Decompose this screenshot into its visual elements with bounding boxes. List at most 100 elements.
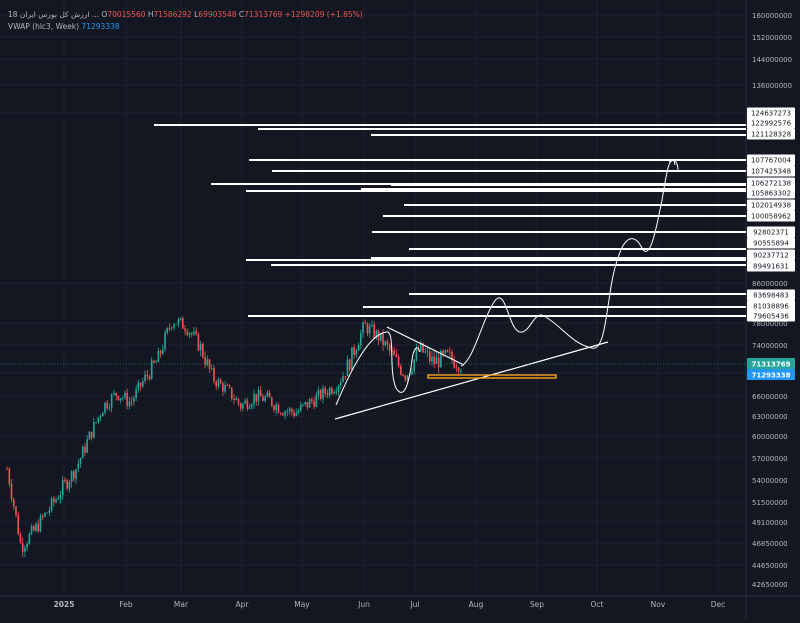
candle-body (101, 412, 104, 417)
candle-body (24, 547, 26, 552)
candle-body (188, 333, 191, 335)
y-tick-label: 63000000 (752, 413, 788, 421)
candle-body (70, 471, 73, 482)
support-box[interactable] (427, 374, 557, 379)
candle (400, 363, 402, 376)
candle (239, 402, 242, 412)
indicator-legend[interactable]: VWAP (hlc3, Week) 71293338 (8, 22, 120, 32)
candle-body (402, 374, 404, 376)
candle (237, 397, 240, 407)
ascending-trendline[interactable] (334, 341, 609, 420)
candle (95, 421, 97, 424)
level-price-label[interactable]: 105863302 (747, 187, 795, 199)
candle (259, 386, 262, 397)
candle (411, 367, 413, 376)
candle (328, 386, 331, 399)
candle-body (279, 412, 282, 414)
candle (126, 388, 129, 410)
x-tick-label: Mar (174, 600, 189, 609)
level-price-label[interactable]: 90237712 (747, 249, 795, 261)
candle (53, 496, 55, 507)
candle-body (93, 421, 95, 438)
level-price-label[interactable]: 107767004 (747, 154, 795, 166)
candle-body (141, 381, 144, 387)
candle-body (248, 407, 251, 409)
candle (431, 351, 433, 366)
candle (144, 370, 146, 384)
level-price-label[interactable]: 90555894 (747, 237, 795, 249)
candle (428, 347, 431, 365)
candle (146, 369, 149, 380)
candle (248, 404, 251, 410)
candle (424, 347, 427, 354)
candle (21, 537, 24, 558)
candle (217, 377, 220, 389)
candle (244, 397, 246, 404)
level-price-label[interactable]: 107425348 (747, 165, 795, 177)
candle-body (182, 318, 184, 329)
level-price-label[interactable]: 79605436 (747, 310, 795, 322)
candle-body (77, 463, 80, 470)
projection-sketch-right[interactable] (460, 159, 679, 367)
candle-body (15, 506, 17, 515)
candle-body (373, 324, 375, 339)
candle (235, 395, 238, 401)
candle (413, 358, 415, 375)
y-tick-label: 86000000 (752, 280, 788, 288)
level-price-label[interactable]: 102014938 (747, 199, 795, 211)
level-price-label[interactable]: 121128328 (747, 128, 795, 140)
candle-body (453, 359, 456, 368)
level-label-text: 79605436 (753, 313, 789, 321)
candle (313, 396, 315, 410)
candle (446, 349, 449, 353)
candle (133, 395, 135, 406)
candle-body (339, 382, 342, 386)
candle-body (119, 398, 122, 401)
candle (77, 459, 80, 473)
candle-body (177, 319, 180, 325)
candle (311, 396, 313, 404)
descending-trendline[interactable] (386, 326, 465, 366)
candle-body (364, 322, 367, 324)
candle-body (382, 333, 384, 345)
candle-body (137, 382, 140, 390)
vwap-price-label: 71293338 (747, 369, 795, 380)
candle-body (84, 446, 86, 453)
candle (440, 349, 442, 368)
candle-body (400, 365, 402, 375)
candle (433, 351, 436, 369)
last-price-text: 71313769 (752, 361, 791, 369)
candle (193, 326, 195, 336)
candle-body (308, 399, 311, 408)
candle-body (266, 392, 269, 397)
level-price-label[interactable]: 92802371 (747, 226, 795, 238)
candle (344, 376, 347, 380)
level-price-label[interactable]: 106272138 (747, 177, 795, 189)
level-label-text: 102014938 (751, 202, 791, 210)
level-label-bg (747, 117, 795, 129)
x-tick-label: Feb (119, 600, 133, 609)
level-price-label[interactable]: 89491631 (747, 260, 795, 272)
level-label-text: 81038896 (753, 303, 789, 311)
candle-body (322, 387, 324, 399)
candle-body (184, 328, 186, 331)
level-price-label[interactable]: 83698483 (747, 289, 795, 301)
candle (124, 390, 126, 400)
candle-body (324, 387, 327, 394)
candle (84, 442, 86, 456)
candle (375, 329, 378, 341)
level-price-label[interactable]: 124637273 (747, 107, 795, 119)
projection-sketch-left[interactable] (335, 331, 421, 406)
candle-body (273, 405, 275, 411)
level-price-label[interactable]: 122992576 (747, 117, 795, 129)
level-price-label[interactable]: 100058962 (747, 210, 795, 222)
level-price-label[interactable]: 81038896 (747, 300, 795, 312)
candle (268, 389, 271, 398)
candle-body (393, 350, 395, 356)
candle-body (420, 342, 422, 351)
last-price-bg (747, 358, 795, 369)
candle-body (64, 480, 66, 481)
candle (8, 467, 11, 487)
